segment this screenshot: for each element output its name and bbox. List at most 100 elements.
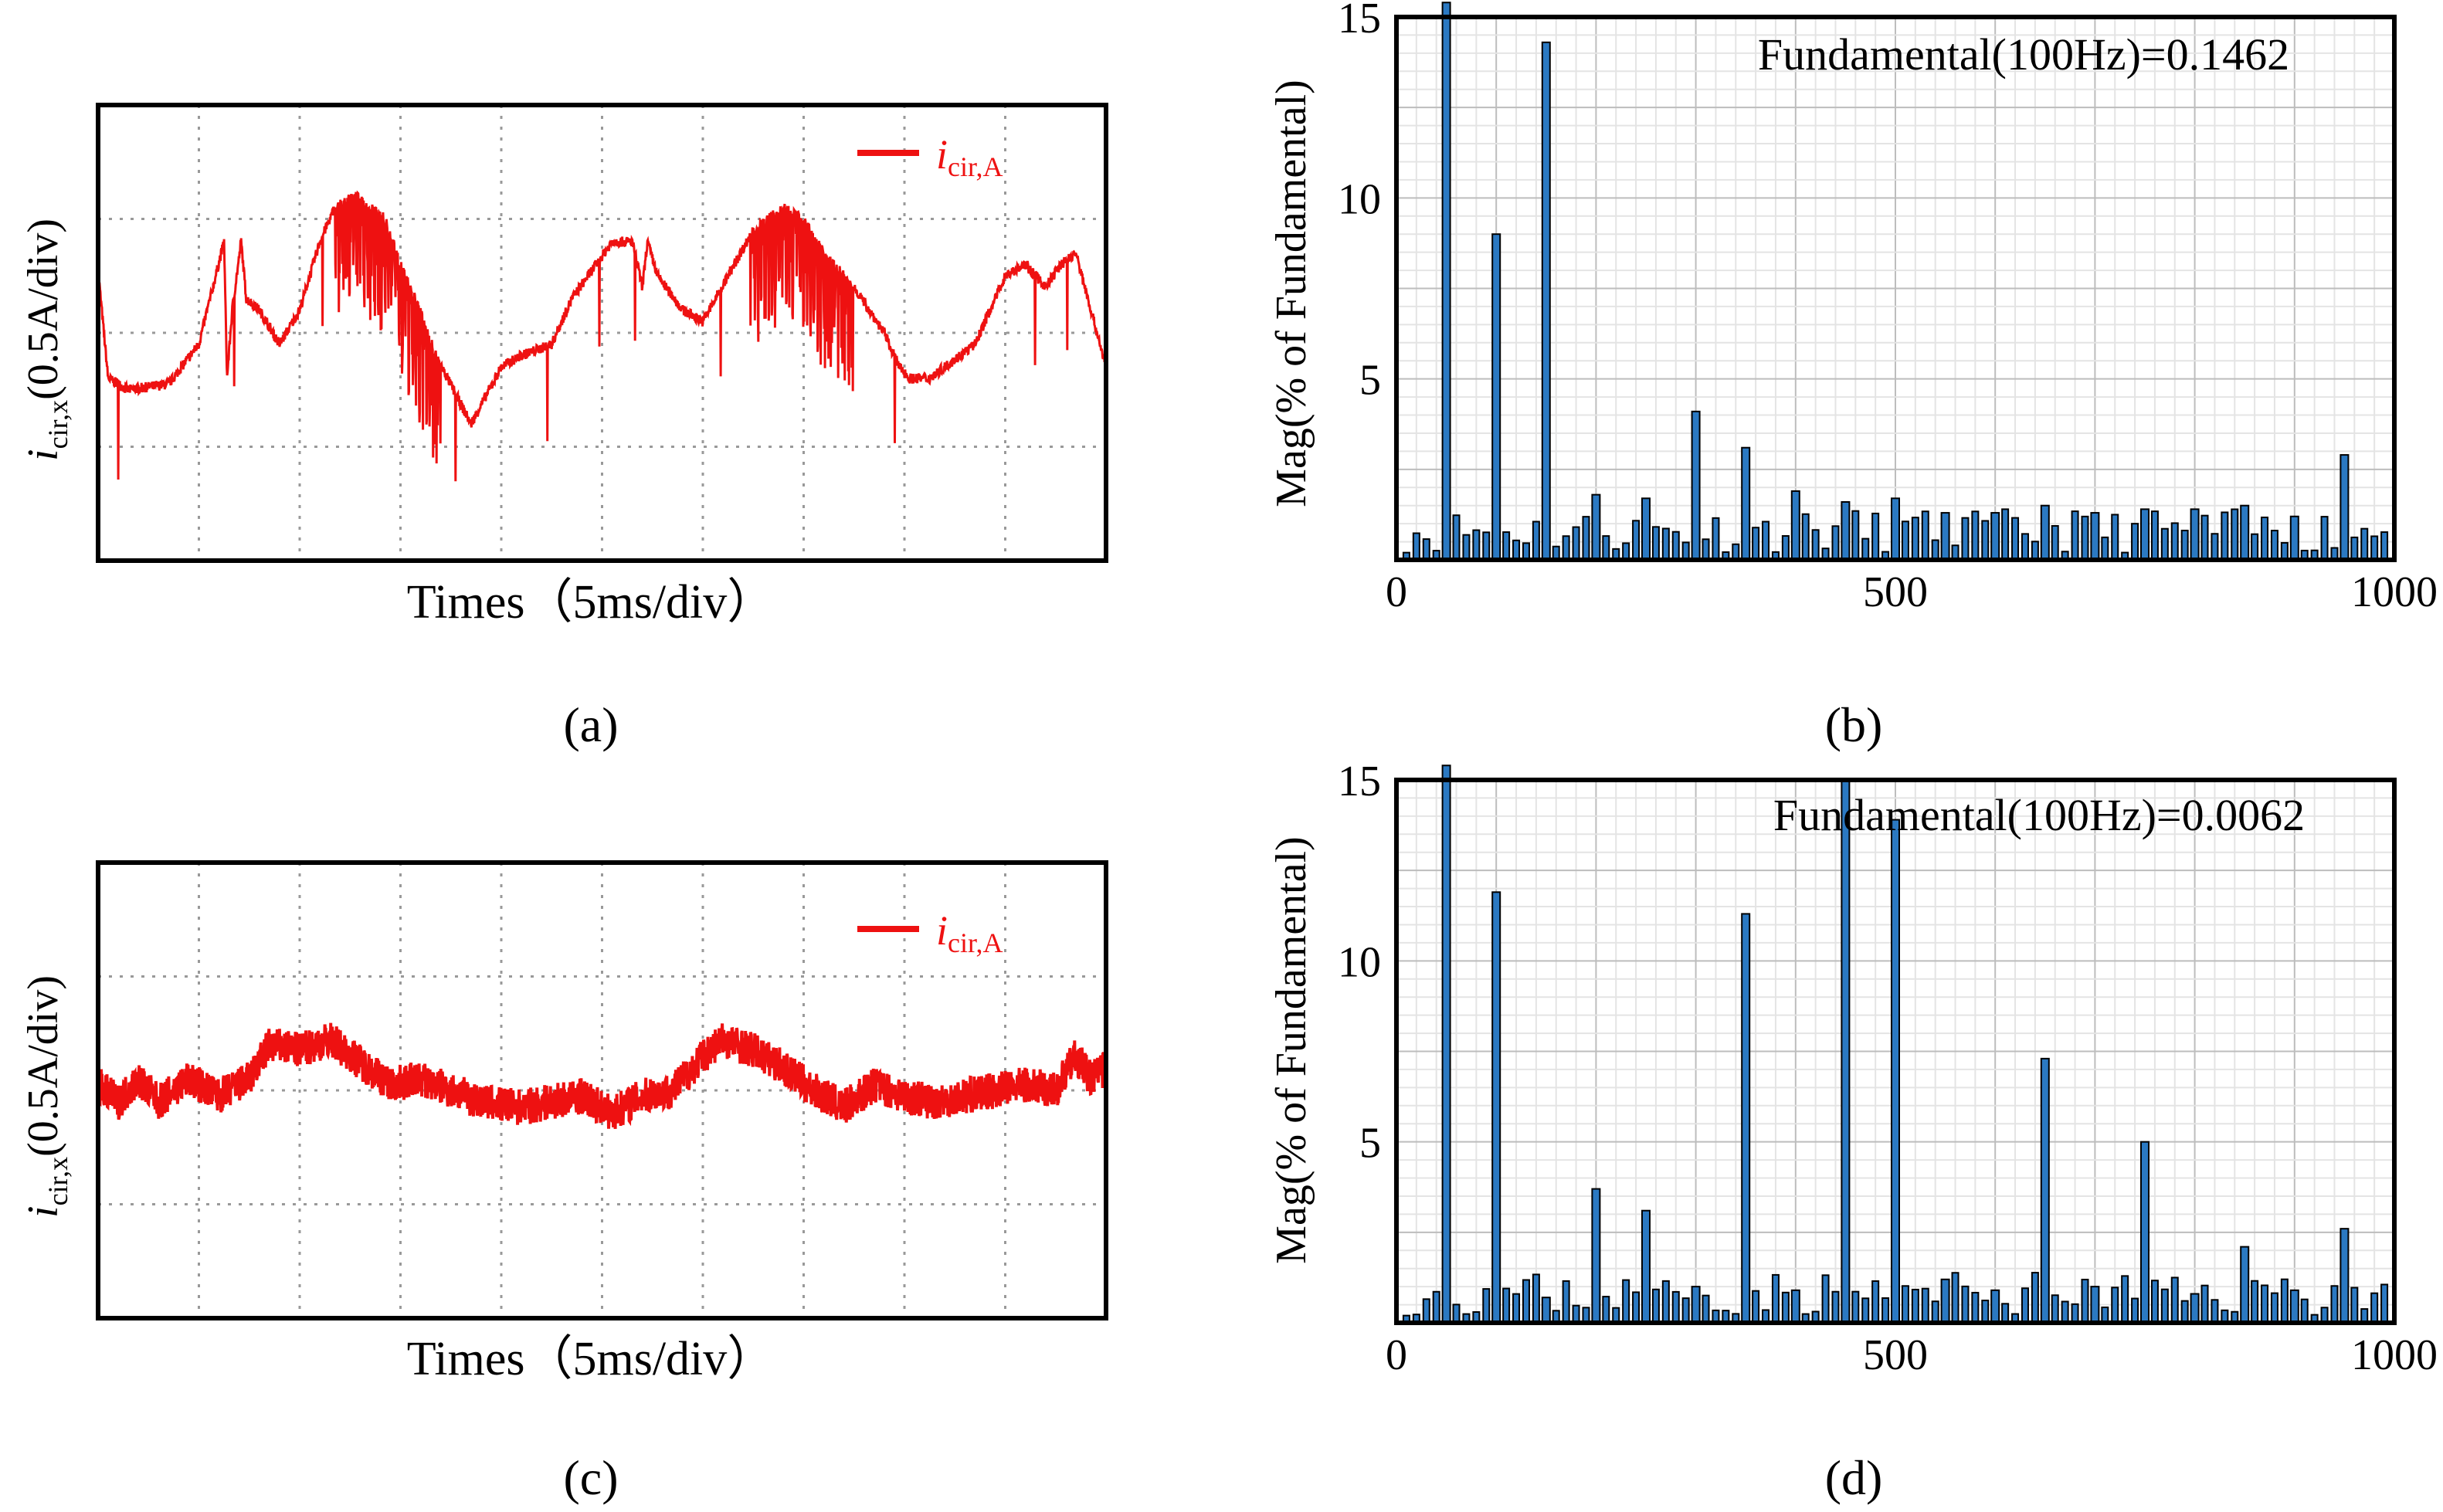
panel-b-ylabel: Mag(% of Fundamental) bbox=[1267, 80, 1315, 507]
spectrum-bar-minor bbox=[1811, 529, 1820, 561]
spectrum-bar-minor bbox=[1632, 1291, 1641, 1324]
spectrum-bar-minor bbox=[1582, 516, 1590, 561]
spectrum-bar-minor bbox=[1522, 542, 1530, 561]
spectrum-bar-minor bbox=[2081, 1278, 2089, 1324]
spectrum-bar-minor bbox=[1602, 535, 1610, 561]
spectrum-bar-minor bbox=[2081, 515, 2089, 561]
spectrum-bar-minor bbox=[2200, 514, 2209, 561]
spectrum-bar-minor bbox=[1851, 1290, 1860, 1324]
spectrum-bar-minor bbox=[1931, 539, 1939, 561]
spectrum-bar-minor bbox=[2360, 527, 2369, 561]
spectrum-bar-minor bbox=[1831, 1290, 1840, 1324]
spectrum-bar-minor bbox=[1572, 526, 1580, 561]
spectrum-bar-minor bbox=[2300, 1298, 2309, 1324]
spectrum-bar-minor bbox=[1881, 1297, 1890, 1324]
spectrum-bar-minor bbox=[1422, 1298, 1430, 1324]
x-tick-label: 500 bbox=[1863, 1331, 1928, 1379]
spectrum-bar-minor bbox=[1961, 517, 1970, 561]
x-tick-label: 500 bbox=[1863, 568, 1928, 616]
panel-d-label: (d) bbox=[1825, 1450, 1883, 1505]
spectrum-bar-minor bbox=[1512, 1293, 1521, 1324]
panel-c-frame bbox=[96, 860, 1108, 1320]
spectrum-bar-minor bbox=[2121, 1275, 2129, 1324]
spectrum-bar-minor bbox=[1562, 535, 1570, 561]
panel-b-title: Fundamental(100Hz)=0.1462 bbox=[1758, 29, 2289, 80]
spectrum-bar-minor bbox=[1971, 1291, 1980, 1324]
spectrum-bar-minor bbox=[1762, 520, 1770, 561]
panel-a-ylabel: icir,x(0.5A/div) bbox=[19, 219, 73, 461]
panel-a-frame bbox=[96, 103, 1108, 563]
spectrum-bar-minor bbox=[1931, 1300, 1939, 1324]
spectrum-bar-minor bbox=[1512, 539, 1521, 561]
spectrum-bar-minor bbox=[2251, 1280, 2259, 1324]
spectrum-bar bbox=[1541, 1297, 1551, 1324]
spectrum-bar-minor bbox=[2350, 1287, 2359, 1324]
panel-c-trace bbox=[98, 1022, 1106, 1129]
panel-c-label: (c) bbox=[563, 1450, 618, 1505]
spectrum-bar-minor bbox=[1482, 1288, 1491, 1324]
spectrum-bar-minor bbox=[1831, 525, 1840, 561]
spectrum-bar-minor bbox=[2221, 511, 2229, 561]
spectrum-bar-minor bbox=[1702, 538, 1710, 561]
spectrum-bar-minor bbox=[2280, 541, 2289, 561]
spectrum-bar bbox=[1691, 1286, 1701, 1324]
spectrum-bar bbox=[1841, 779, 1851, 1324]
x-tick-label: 1000 bbox=[2351, 1331, 2438, 1379]
panel-d-title: Fundamental(100Hz)=0.0062 bbox=[1773, 790, 2305, 840]
spectrum-bar-minor bbox=[1911, 1288, 1919, 1324]
spectrum-bar-minor bbox=[2031, 1272, 2039, 1324]
spectrum-bar-minor bbox=[1871, 1280, 1880, 1324]
spectrum-bar-minor bbox=[1752, 527, 1760, 561]
spectrum-bar-minor bbox=[1502, 531, 1511, 561]
panel-a-xlabel: Times（5ms/div） bbox=[407, 576, 775, 629]
spectrum-bar bbox=[1491, 891, 1501, 1324]
spectrum-bar-minor bbox=[2211, 533, 2219, 561]
spectrum-bar bbox=[1940, 512, 1950, 561]
spectrum-bar bbox=[1641, 1209, 1651, 1324]
spectrum-bar-minor bbox=[1981, 520, 1990, 561]
x-tick-label: 0 bbox=[1386, 568, 1407, 616]
panel-b-ticks: 0 500 1000 5 10 15 bbox=[1338, 0, 2438, 616]
spectrum-bar-minor bbox=[2101, 536, 2109, 561]
spectrum-bar bbox=[1891, 497, 1900, 561]
panel-a-trace bbox=[98, 190, 1106, 482]
spectrum-bar-minor bbox=[2051, 525, 2059, 561]
spectrum-bar-minor bbox=[2200, 1284, 2209, 1324]
spectrum-bar-minor bbox=[1861, 1297, 1870, 1324]
spectrum-bar bbox=[1491, 233, 1501, 561]
waveform-line bbox=[98, 1022, 1106, 1129]
panel-b-label: (b) bbox=[1825, 697, 1883, 752]
spectrum-bar-minor bbox=[1532, 520, 1540, 561]
spectrum-bar-minor bbox=[1661, 527, 1670, 561]
spectrum-bar-minor bbox=[1452, 1304, 1461, 1324]
spectrum-bar bbox=[1441, 764, 1451, 1324]
y-tick-label: 5 bbox=[1359, 1120, 1381, 1168]
spectrum-bar bbox=[2340, 454, 2350, 561]
spectrum-bar-minor bbox=[2111, 514, 2119, 561]
spectrum-bar-minor bbox=[1712, 517, 1720, 561]
spectrum-bar-minor bbox=[1462, 534, 1471, 561]
spectrum-bar-minor bbox=[1901, 520, 1909, 561]
spectrum-bar-minor bbox=[1921, 510, 1929, 561]
panel-c-waveform: icir,A Times（5ms/div） (c) bbox=[96, 860, 1108, 1505]
panel-d-ticks: 0 500 1000 5 10 15 bbox=[1338, 758, 2438, 1379]
spectrum-bar-minor bbox=[2001, 508, 2010, 561]
spectrum-bar-minor bbox=[1671, 1290, 1680, 1324]
spectrum-bar-minor bbox=[2001, 1303, 2010, 1324]
spectrum-bar-minor bbox=[1801, 513, 1810, 561]
spectrum-bar bbox=[2140, 1141, 2150, 1324]
spectrum-bar-minor bbox=[1951, 1272, 1959, 1324]
spectrum-bar-minor bbox=[2270, 1292, 2278, 1324]
spectrum-bar bbox=[2240, 504, 2250, 561]
y-tick-label: 15 bbox=[1338, 0, 1381, 42]
spectrum-bar bbox=[2190, 1293, 2200, 1324]
spectrum-bar bbox=[1741, 913, 1751, 1324]
spectrum-bar-minor bbox=[2370, 535, 2379, 561]
spectrum-bar-minor bbox=[2160, 1288, 2169, 1324]
spectrum-bar-minor bbox=[1901, 1285, 1909, 1324]
spectrum-bar-minor bbox=[2231, 508, 2239, 561]
spectrum-bar-minor bbox=[1681, 541, 1690, 561]
panel-b-frame bbox=[1394, 15, 2397, 562]
